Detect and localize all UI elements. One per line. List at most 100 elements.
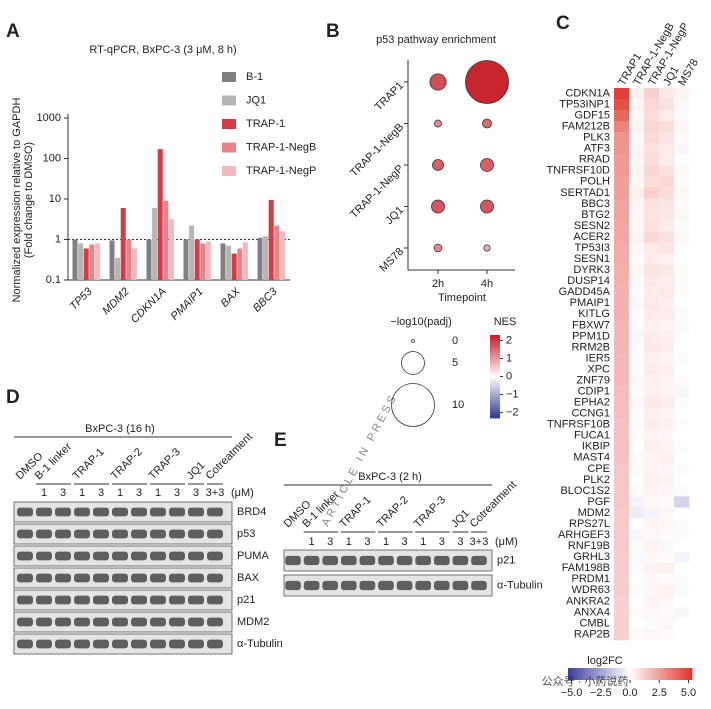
band xyxy=(169,573,185,583)
panel-label: C xyxy=(556,13,570,34)
band xyxy=(169,529,185,539)
group-label: TRAP-2 xyxy=(109,446,145,482)
heatmap-cell xyxy=(629,308,645,321)
subtitle: RT-qPCR, BxPC-3 (3 μM, 8 h) xyxy=(89,44,236,56)
colorbar-step xyxy=(490,388,500,392)
heatmap-cell xyxy=(614,628,630,641)
colorbar-step xyxy=(587,668,591,680)
heatmap-cell xyxy=(674,132,690,144)
colorbar-step xyxy=(490,361,500,365)
band xyxy=(188,639,204,649)
colorbar-tick-label: −5.0 xyxy=(561,687,583,699)
size-legend-label: 10 xyxy=(452,399,464,411)
bar xyxy=(83,248,89,280)
group-label: TRAP-1 xyxy=(71,446,107,482)
colorbar-step xyxy=(490,407,500,411)
row-label: PPM1D xyxy=(572,330,610,342)
colorbar-step xyxy=(490,405,500,409)
group-label: Cotreatment xyxy=(204,431,255,482)
heatmap-cell xyxy=(614,408,630,420)
colorbar-step xyxy=(610,668,614,680)
band xyxy=(150,529,166,539)
band xyxy=(131,507,147,517)
row-label: KITLG xyxy=(578,308,610,320)
heatmap-cell xyxy=(659,562,675,575)
heatmap-cell xyxy=(674,540,690,552)
heatmap-cell xyxy=(659,584,675,597)
colorbar-step xyxy=(682,668,685,680)
heatmap-cell xyxy=(614,507,630,519)
size-legend-dot xyxy=(391,383,435,427)
heatmap-cell xyxy=(629,187,645,199)
heatmap-cell xyxy=(659,253,675,265)
heatmap-cell xyxy=(614,419,630,431)
heatmap-cell xyxy=(629,209,645,221)
heatmap-cell xyxy=(629,297,645,310)
heatmap-cell xyxy=(614,386,630,398)
colorbar-step xyxy=(679,668,683,680)
heatmap-cell xyxy=(674,419,690,431)
colorbar-step xyxy=(490,403,500,406)
heatmap-cell xyxy=(659,595,675,608)
heatmap-cell xyxy=(614,364,630,376)
heatmap-cell xyxy=(644,165,660,177)
heatmap-cell xyxy=(629,573,645,586)
colorbar-step xyxy=(490,355,500,359)
heatmap-cell xyxy=(629,463,645,475)
group-label: TRAP-3 xyxy=(147,446,183,482)
band xyxy=(112,507,128,517)
colorbar-step xyxy=(674,668,678,680)
band xyxy=(396,580,413,591)
colorbar-step xyxy=(570,668,574,680)
colorbar-step xyxy=(620,668,623,680)
heatmap-cell xyxy=(659,430,675,442)
colorbar-step xyxy=(490,382,500,386)
y-tick-label: 10 xyxy=(49,193,61,205)
band xyxy=(169,551,185,561)
band xyxy=(415,580,432,591)
band xyxy=(36,595,52,605)
bar xyxy=(189,225,195,280)
row-label: CCNG1 xyxy=(571,408,610,420)
dose-label: 3 xyxy=(439,536,445,548)
bar xyxy=(257,237,263,280)
heatmap-cell xyxy=(644,452,660,464)
heatmap-cell xyxy=(674,198,690,210)
band xyxy=(150,573,166,583)
band xyxy=(36,507,52,517)
colorbar-step xyxy=(490,347,500,350)
row-label: PRDM1 xyxy=(571,573,610,585)
heatmap-cell xyxy=(614,165,630,177)
heatmap-cell xyxy=(614,264,630,276)
row-label: EPHA2 xyxy=(574,397,610,409)
heatmap-cell xyxy=(644,330,660,343)
band xyxy=(74,529,90,539)
bar xyxy=(237,248,243,280)
dot xyxy=(480,199,494,214)
band xyxy=(359,580,376,591)
row-label: CDKN1A xyxy=(565,87,610,99)
colorbar-step xyxy=(687,668,690,680)
heatmap-cell xyxy=(644,419,660,431)
x-tick-label: BBC3 xyxy=(251,285,280,314)
heatmap-cell xyxy=(644,584,660,597)
band xyxy=(188,595,204,605)
heatmap-cell xyxy=(644,551,660,564)
band xyxy=(74,595,90,605)
band xyxy=(188,617,204,627)
heatmap-cell xyxy=(614,551,630,564)
row-label: IER5 xyxy=(586,352,610,364)
colorbar-step xyxy=(490,380,500,384)
band xyxy=(340,555,357,566)
heatmap-cell xyxy=(644,617,660,630)
heatmap-cell xyxy=(674,187,690,199)
band xyxy=(207,617,223,627)
heatmap-cell xyxy=(614,441,630,453)
band xyxy=(322,580,339,591)
heatmap-cell xyxy=(629,275,645,288)
heatmap-cell xyxy=(659,364,675,376)
colorbar-step xyxy=(490,370,500,373)
group-label: TRAP-3 xyxy=(412,494,448,530)
band xyxy=(36,551,52,561)
band xyxy=(74,551,90,561)
